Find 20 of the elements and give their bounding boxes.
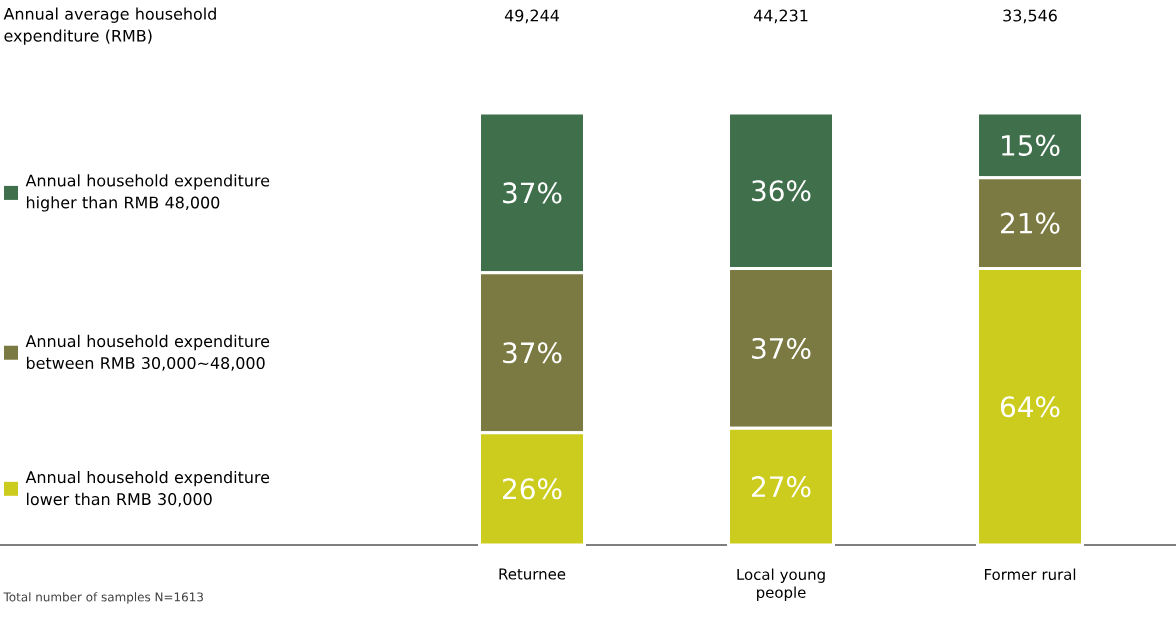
- data-label: 64%: [1000, 396, 1060, 418]
- data-label: 26%: [503, 478, 562, 500]
- text: 33,546: [1003, 9, 1057, 24]
- data-label: 37%: [752, 337, 811, 359]
- text: Total number of samples N=1613: [3, 592, 203, 604]
- text: 49,244: [504, 9, 559, 24]
- data-label: 36%: [752, 180, 811, 202]
- text: 44,231: [753, 9, 808, 24]
- x-tick-label: Returnee: [499, 568, 566, 580]
- x-tick-label: Former rural: [984, 568, 1076, 581]
- data-label: 15%: [1002, 134, 1060, 156]
- data-label: 37%: [503, 182, 562, 204]
- legend-label: Annual household expenditure between RMB 30,000~48,000: [25, 334, 270, 371]
- data-label: 37%: [503, 342, 562, 364]
- text: Annual average household expenditure (RMB): [3, 7, 216, 45]
- legend-label: Annual household expenditure higher than RMB 48,000: [25, 174, 270, 212]
- data-label: 21%: [1001, 212, 1060, 234]
- x-tick-label: Local young people: [737, 568, 825, 601]
- data-label: 27%: [752, 476, 811, 498]
- legend-label: Annual household expenditure lower than RMB 30,000: [25, 470, 270, 507]
